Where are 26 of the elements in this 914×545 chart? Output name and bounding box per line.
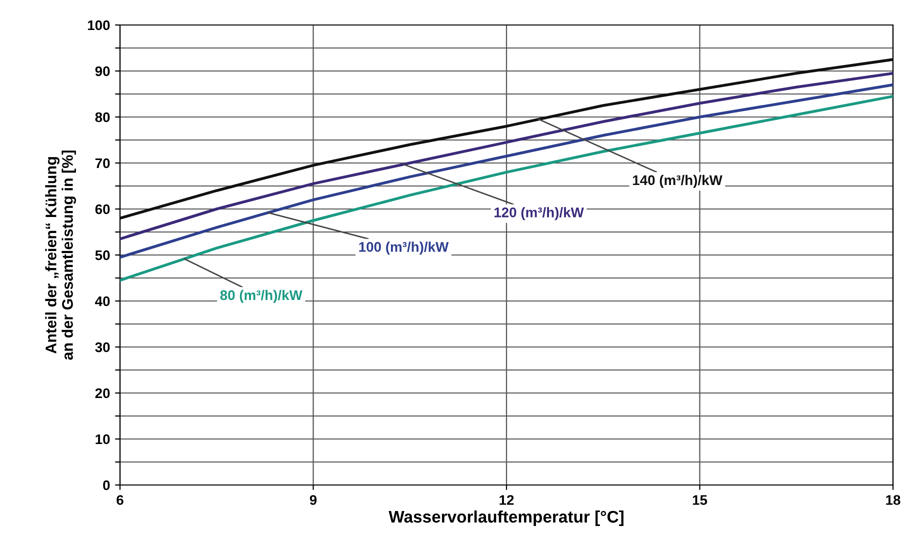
line-series [120,58,893,220]
y-tick-label: 100 [88,20,110,30]
y-tick-label: 90 [95,66,110,76]
x-tick-label: 9 [310,495,317,505]
line-series [120,83,893,259]
text: 80 (m³/h)/kW [220,290,302,303]
line-series [120,94,893,282]
y-tick-label: 30 [95,342,110,352]
y-tick-label: 0 [103,480,110,490]
text: 100 (m³/h)/kW [359,242,449,255]
y-tick-label: 40 [95,296,110,306]
line-series [120,72,893,240]
x-axis-title: Wasservorlauftemperatur [°C] [388,510,624,526]
y-tick-label: 10 [96,434,110,444]
x-tick-label: 15 [692,495,708,505]
text: 140 (m³/h)/kW [632,174,722,188]
y-tick-label: 60 [95,204,110,214]
x-tick-label: 18 [886,495,900,505]
y-tick-label: 70 [95,158,110,168]
y-tick-label: 50 [95,250,110,260]
x-tick-label: 12 [500,495,514,505]
text: 120 (m³/h)/kW [494,207,584,220]
y-axis-title: Anteil der „freien“ Kühlung an der Gesamtleistung in [%] [45,150,76,360]
y-tick-label: 80 [95,112,110,122]
x-tick-label: 6 [116,495,124,505]
y-tick-label: 20 [95,388,110,398]
